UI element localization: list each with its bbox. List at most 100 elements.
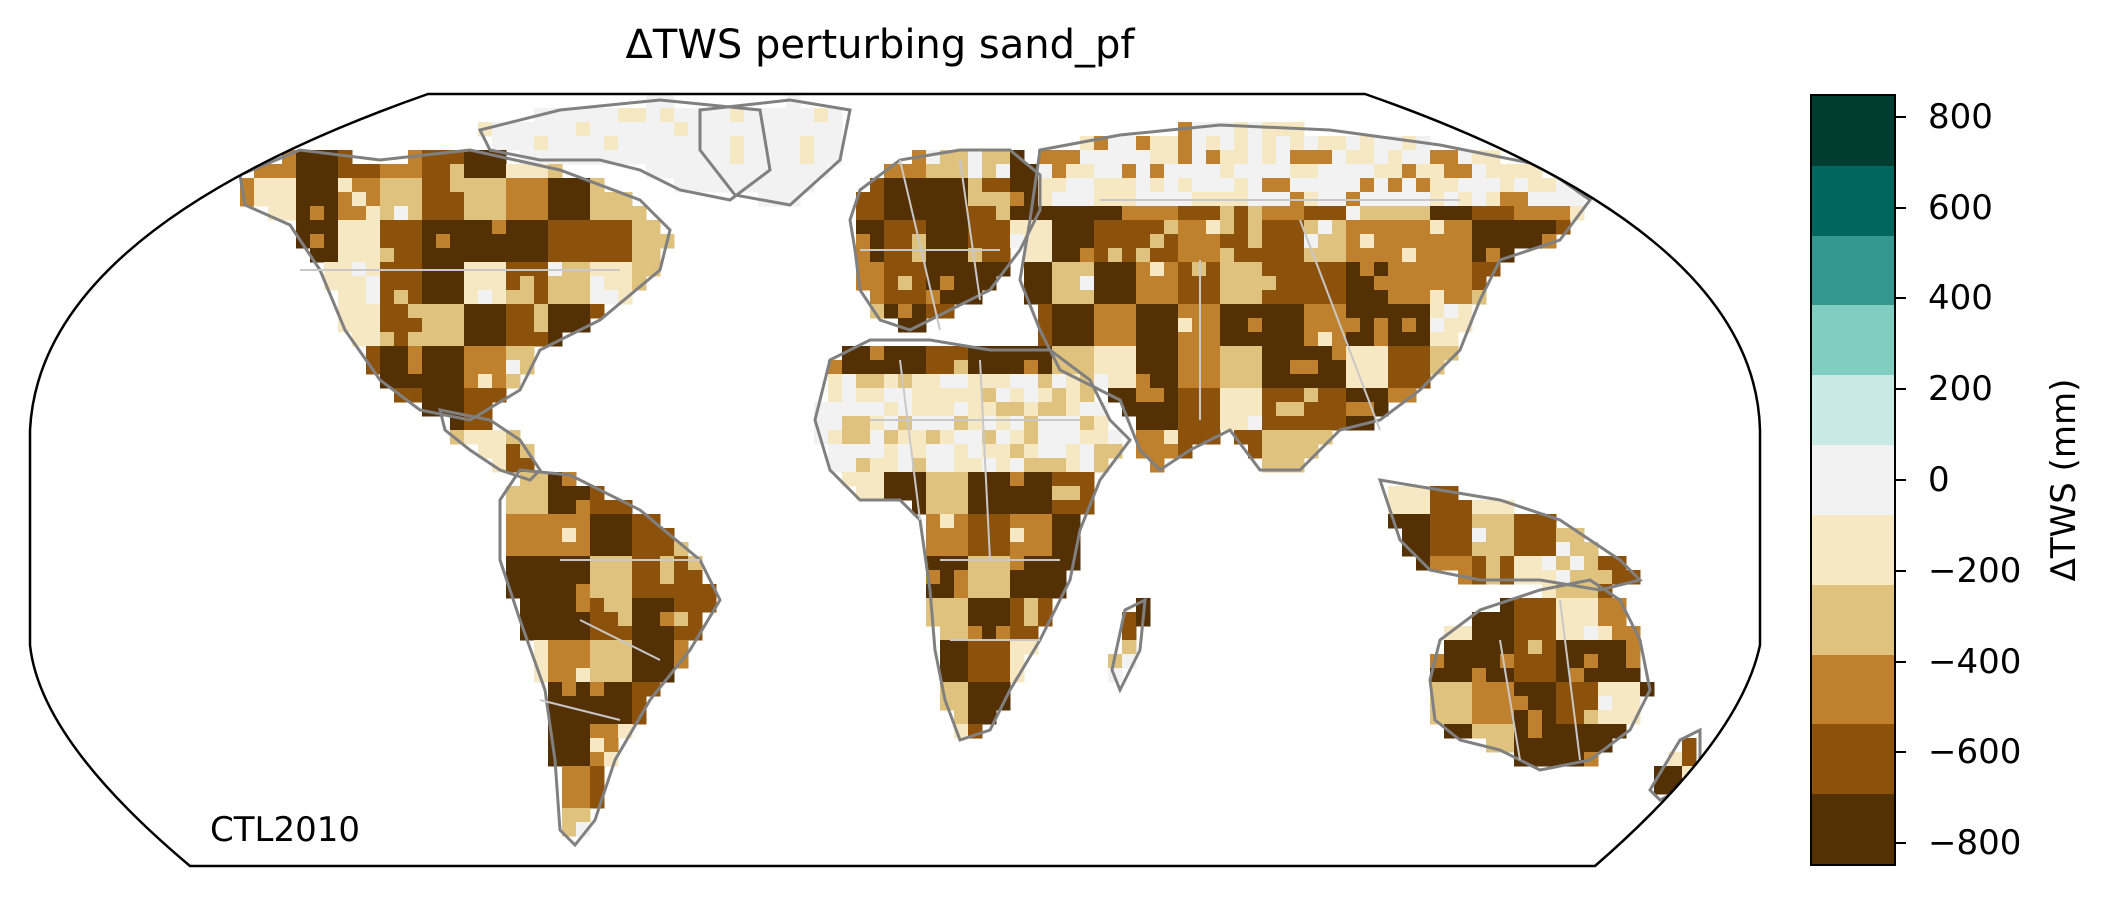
grid-cell [1528,738,1543,753]
colorbar-tick-label: −800 [1928,823,2022,864]
grid-cell [1150,178,1165,193]
grid-cell [338,164,353,179]
grid-cell [1444,710,1459,725]
grid-cell [1262,206,1277,221]
grid-cell [1178,136,1193,151]
grid-cell [1444,696,1459,711]
grid-cell [1038,290,1053,305]
grid-cell [394,360,409,375]
grid-cell [996,612,1011,627]
grid-cell [968,626,983,641]
grid-cell [674,570,689,585]
grid-cell [1374,178,1389,193]
grid-cell [870,206,885,221]
country-border [979,359,991,561]
grid-cell [1276,276,1291,291]
grid-cell [1528,626,1543,641]
grid-cell [310,220,325,235]
grid-cell [576,108,591,123]
grid-cell [1290,360,1305,375]
grid-cell [548,486,563,501]
grid-cell [548,528,563,543]
grid-cell [478,178,493,193]
grid-cell [1066,472,1081,487]
grid-cell [408,276,423,291]
grid-cell [422,388,437,403]
grid-cell [1472,514,1487,529]
grid-cell [1430,514,1445,529]
grid-cell [618,150,633,165]
grid-cell [1066,178,1081,193]
grid-cell [1122,388,1137,403]
grid-cell [856,346,871,361]
grid-cell [1234,416,1249,431]
grid-cell [1290,346,1305,361]
grid-cell [1122,360,1137,375]
country-border [1559,599,1581,761]
grid-cell [926,598,941,613]
grid-cell [1416,248,1431,263]
grid-cell [1206,178,1221,193]
grid-cell [954,584,969,599]
grid-cell [576,696,591,711]
grid-cell [562,584,577,599]
grid-cell [940,388,955,403]
grid-cell [506,500,521,515]
grid-cell [1318,416,1333,431]
grid-cell [1094,430,1109,445]
grid-cell [1094,346,1109,361]
grid-cell [1066,318,1081,333]
grid-cell [1570,626,1585,641]
grid-cell [1164,248,1179,263]
grid-cell [842,402,857,417]
grid-cell [464,430,479,445]
grid-cell [1374,234,1389,249]
grid-cell [1192,150,1207,165]
grid-cell [604,696,619,711]
grid-cell [436,290,451,305]
grid-cell [1514,192,1529,207]
grid-cell [1248,360,1263,375]
grid-cell [1444,150,1459,165]
grid-cell [1458,710,1473,725]
grid-cell [590,304,605,319]
world-map [28,92,1762,868]
grid-cell [1178,164,1193,179]
grid-cell [1038,514,1053,529]
grid-cell [604,122,619,137]
grid-cell [1262,444,1277,459]
grid-cell [604,570,619,585]
grid-cell [1528,724,1543,739]
grid-cell [1430,290,1445,305]
grid-cell [744,164,759,179]
grid-cell [1374,136,1389,151]
grid-cell [576,738,591,753]
grid-cell [800,122,815,137]
colorbar-segment [1812,375,1894,446]
grid-cell [1332,402,1347,417]
grid-cell [758,150,773,165]
grid-cell [1066,262,1081,277]
grid-cell [898,472,913,487]
grid-cell [380,332,395,347]
grid-cell [1458,654,1473,669]
grid-cell [1556,570,1571,585]
colorbar-segment [1812,445,1894,516]
grid-cell [772,178,787,193]
grid-cell [1514,178,1529,193]
grid-cell [492,192,507,207]
grid-cell [968,178,983,193]
grid-cell [1276,178,1291,193]
grid-cell [814,122,829,137]
grid-cell [632,542,647,557]
grid-cell [1024,556,1039,571]
grid-cell [1584,626,1599,641]
grid-cell [1122,290,1137,305]
grid-cell [1024,472,1039,487]
grid-cell [1360,220,1375,235]
grid-cell [1528,710,1543,725]
grid-cell [1150,304,1165,319]
grid-cell [940,206,955,221]
grid-cell [1122,164,1137,179]
grid-cell [1010,584,1025,599]
